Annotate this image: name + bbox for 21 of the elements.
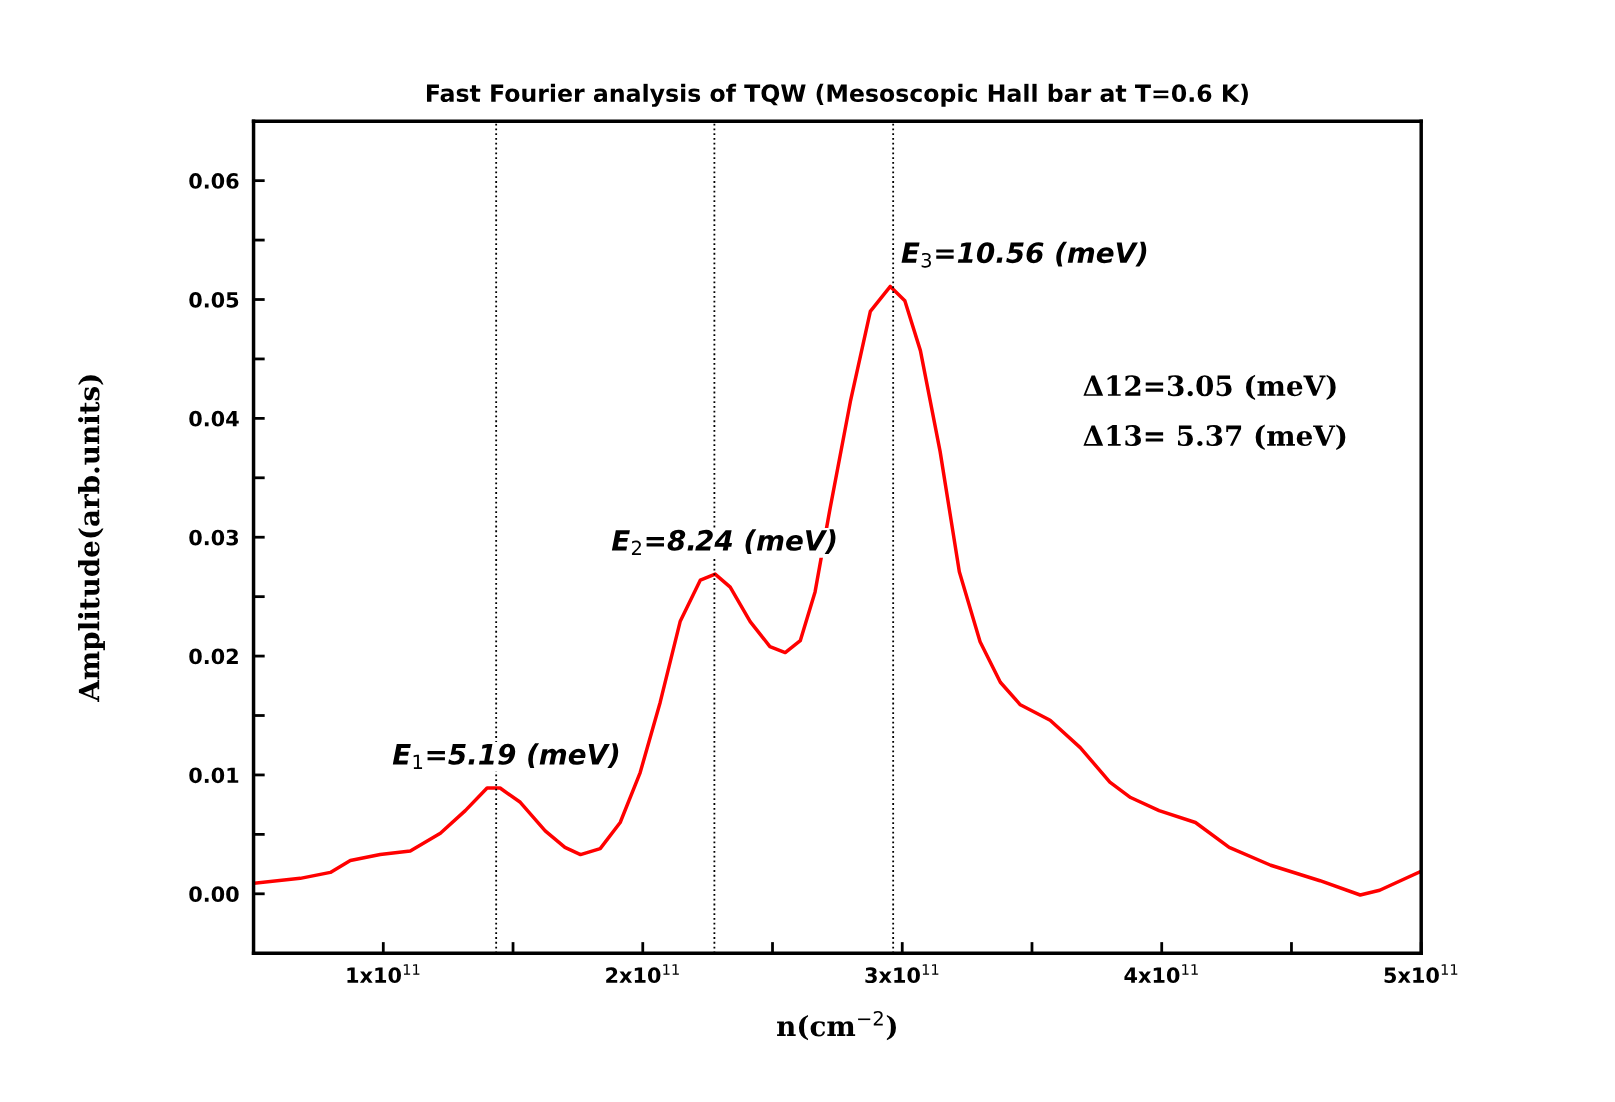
annotation: Δ12=3.05 (meV) [1083, 374, 1336, 401]
y-tick-label: 0.06 [189, 173, 239, 189]
y-axis-title: Amplitude(arb.units) [78, 375, 105, 702]
y-tick-label: 0.03 [189, 529, 239, 546]
x-tick-label: 4x10$^{11}$ [1124, 964, 1198, 984]
y-tick-label: 0.02 [189, 648, 238, 665]
annotation: Δ13= 5.37 (meV) [1083, 424, 1346, 451]
x-tick-label: 5x10$^{11}$ [1384, 964, 1458, 984]
y-tick-label: 0.04 [189, 410, 239, 427]
y-tick-label: 0.01 [189, 767, 239, 784]
x-axis-title: n(cm$^{−2}$) [777, 1010, 896, 1041]
chart-title: Fast Fourier analysis of TQW (Mesoscopic Hall bar at T=0.6 K) [426, 83, 1248, 107]
annotation: E$_{3}$=10.56 (meV) [901, 241, 1147, 268]
annotation: E$_{2}$=8.24 (meV) [611, 529, 836, 555]
y-tick-label: 0.00 [189, 886, 239, 903]
x-tick-label: 3x10$^{11}$ [865, 964, 939, 984]
line-series [253, 284, 1422, 897]
y-tick-label: 0.05 [189, 291, 239, 308]
annotation: E$_{1}$=5.19 (meV) [392, 743, 619, 769]
x-tick-label: 1x10$^{11}$ [347, 964, 420, 984]
x-tick-label: 2x10$^{11}$ [606, 964, 679, 984]
